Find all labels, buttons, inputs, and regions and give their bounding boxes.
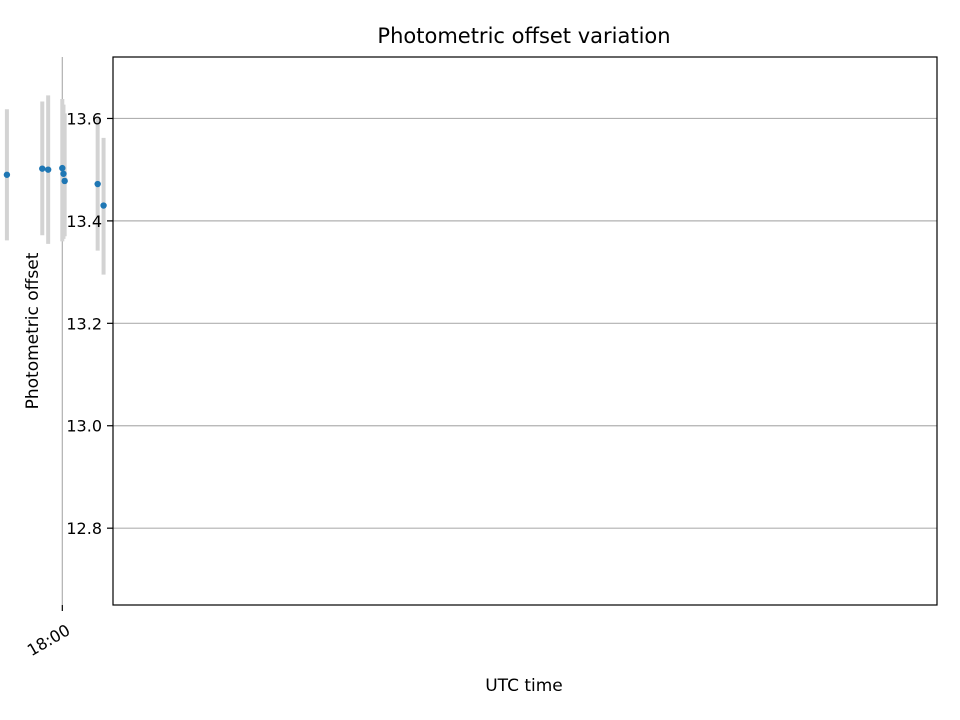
plot-frame	[112, 56, 938, 606]
grid	[61, 57, 937, 605]
data-point	[60, 170, 67, 177]
y-axis-label: Photometric offset	[23, 252, 43, 409]
data-point	[94, 180, 101, 188]
x-axis-label: UTC time	[485, 676, 563, 696]
data-point	[3, 171, 11, 178]
data-point	[39, 165, 46, 172]
chart-title: Photometric offset variation	[377, 24, 670, 48]
y-tick-label: 13.4	[66, 212, 102, 231]
y-tick-label: 13.0	[66, 417, 102, 436]
y-tick-label: 13.2	[66, 314, 102, 333]
data-point	[61, 177, 68, 185]
data-points	[3, 164, 107, 209]
data-point	[59, 164, 66, 172]
data-point	[100, 202, 107, 209]
y-axis-ticks: 12.8 13.0 13.2 13.4 13.6	[66, 109, 113, 538]
data-point	[44, 166, 52, 173]
y-tick-label: 13.6	[66, 109, 102, 128]
y-tick-label: 12.8	[66, 519, 102, 538]
